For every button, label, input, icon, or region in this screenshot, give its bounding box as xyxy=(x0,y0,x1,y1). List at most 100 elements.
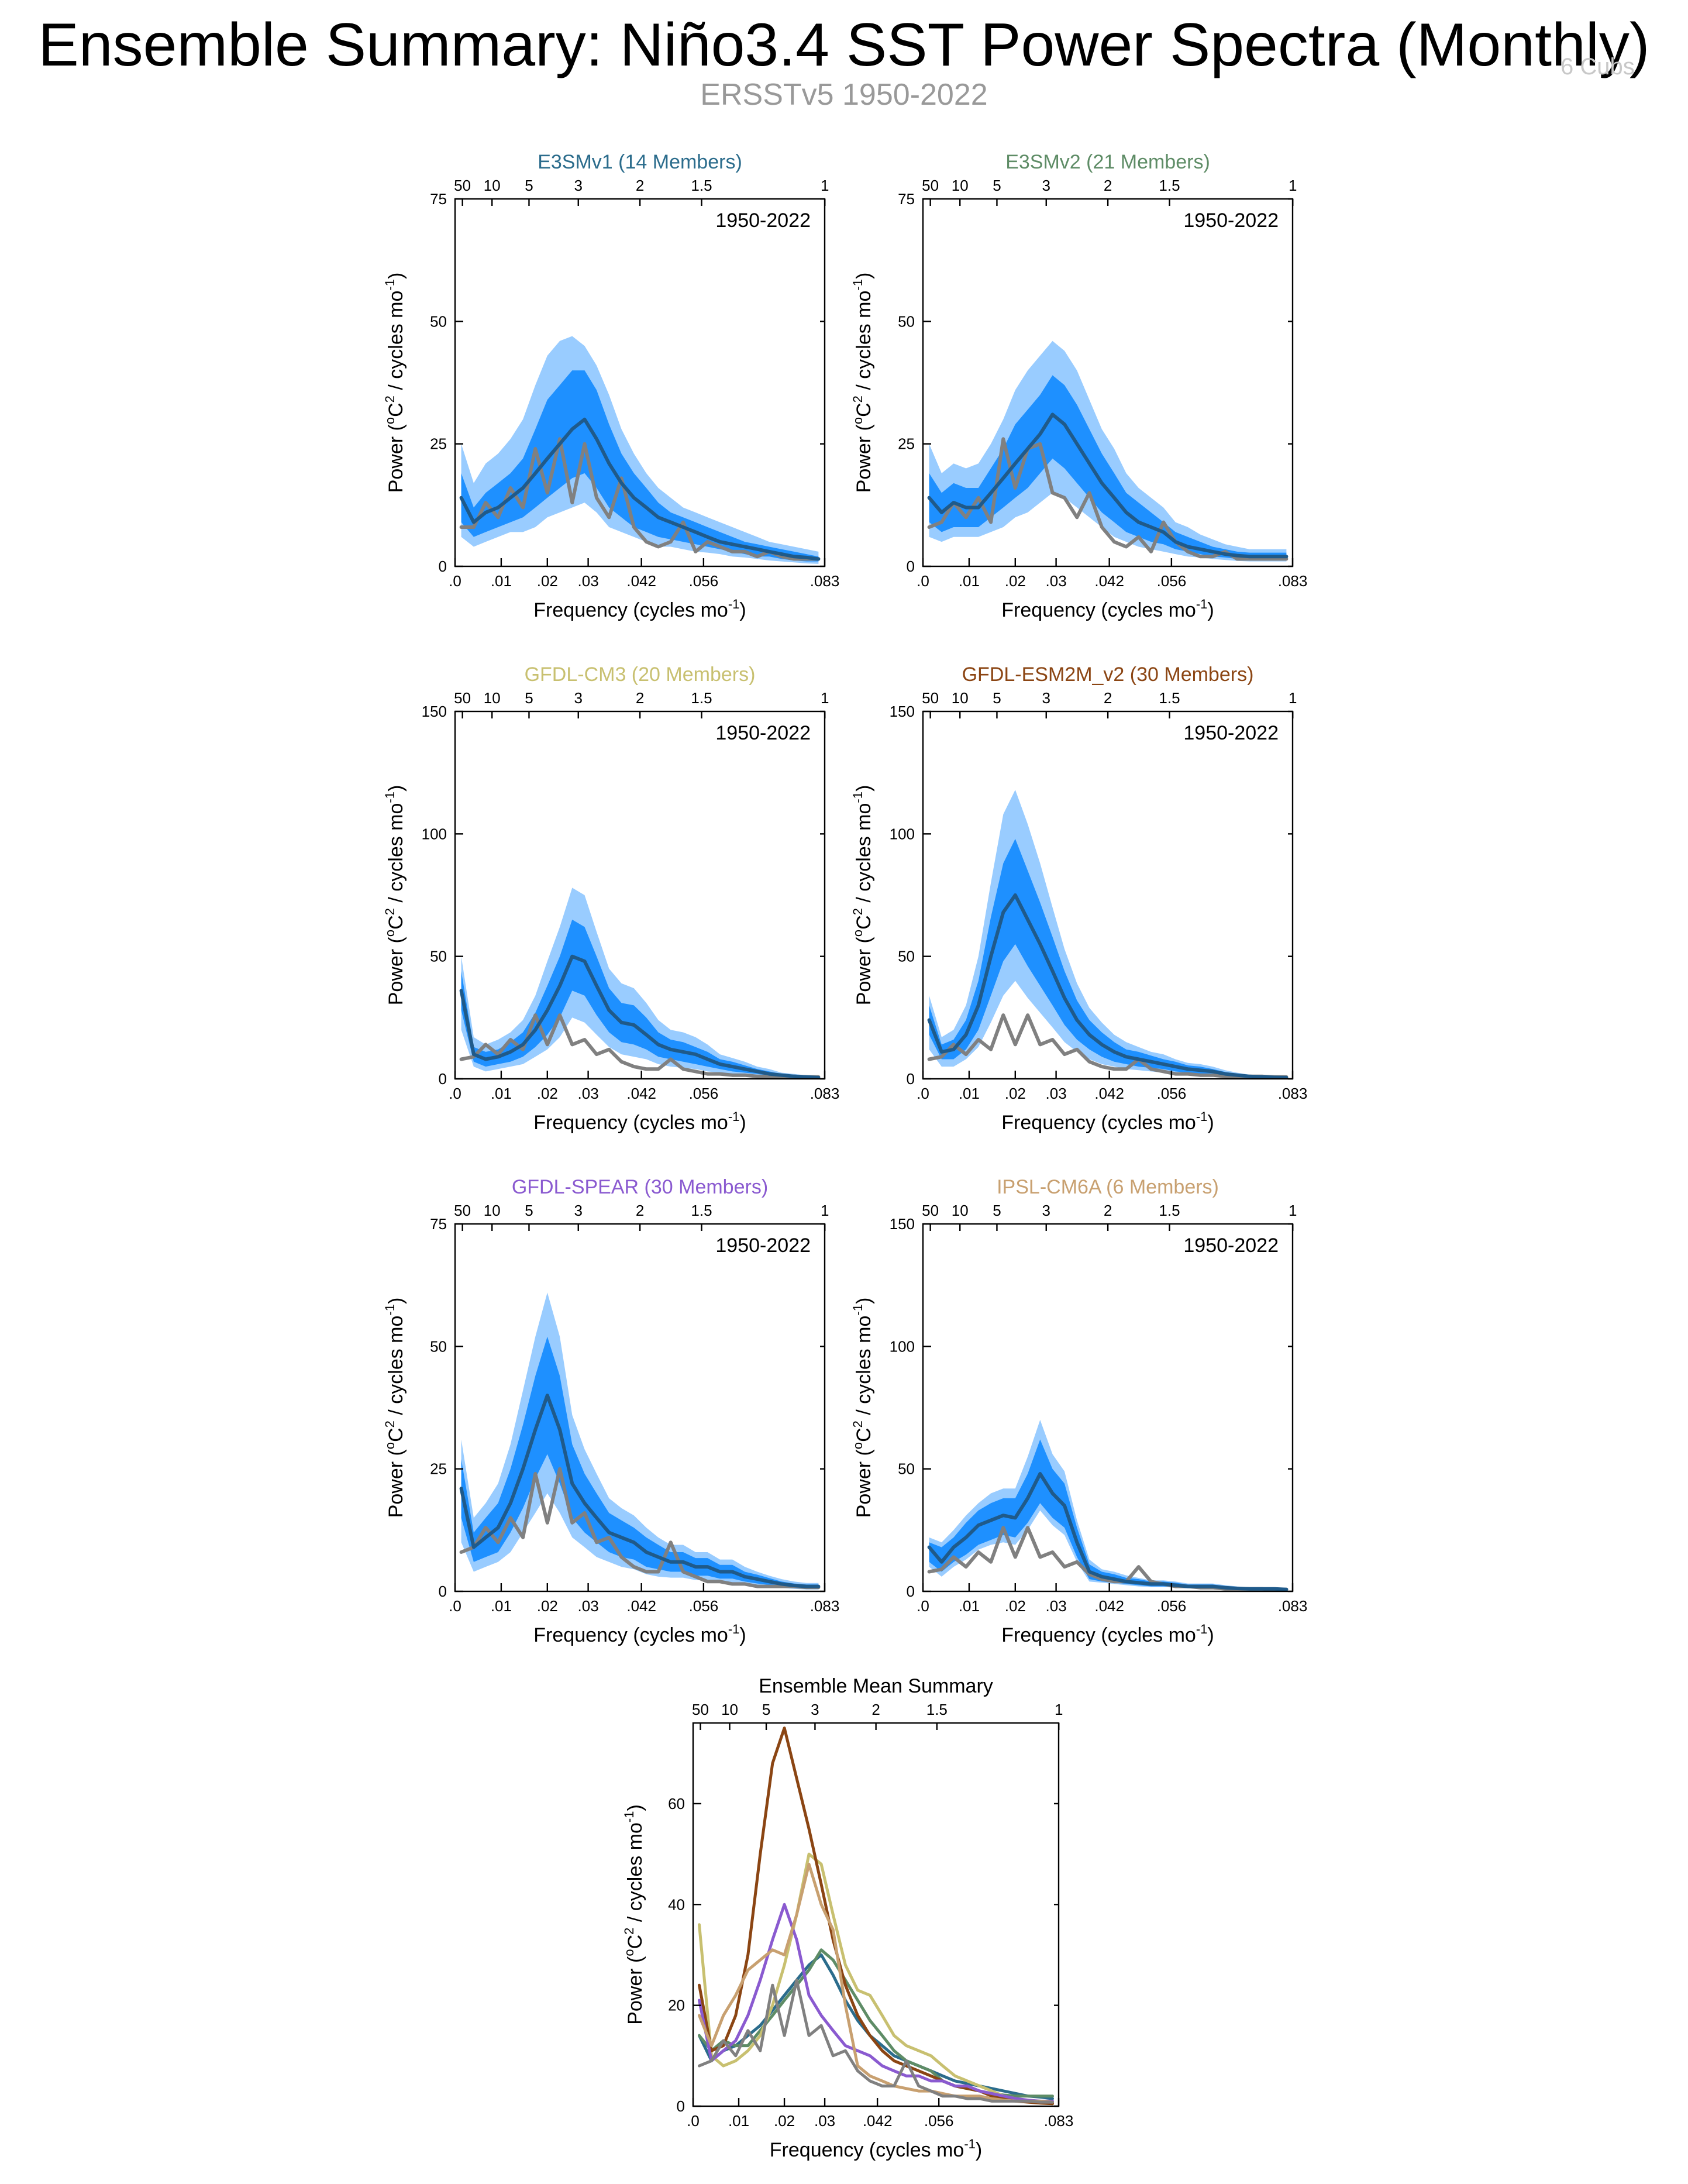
x-tick-label: .056 xyxy=(1157,1597,1187,1615)
y-axis-label-end: ) xyxy=(385,1298,407,1304)
x-axis-label-sup: -1 xyxy=(1196,1109,1208,1124)
x-tick-label: .03 xyxy=(1046,572,1067,590)
y-axis-label: Power (oC2 / cycles mo-1) xyxy=(383,785,407,1006)
panel-title: GFDL-SPEAR (30 Members) xyxy=(512,1176,768,1198)
y-tick-label: 150 xyxy=(422,703,447,720)
x-axis-label-sup: -1 xyxy=(728,597,740,611)
y-tick-label: 50 xyxy=(898,1460,915,1478)
y-tick-label: 0 xyxy=(439,1583,447,1600)
y-axis-label-sup: o xyxy=(850,417,865,424)
period-tick-label: 10 xyxy=(484,689,501,707)
ensemble-mean-line-e3smv1 xyxy=(698,1953,1054,2100)
x-axis-label: Frequency (cycles mo-1) xyxy=(533,597,746,621)
x-tick-label: .02 xyxy=(1005,1085,1026,1102)
y-axis-label-unit: / cycles mo xyxy=(385,1316,407,1421)
period-tick-label: 1.5 xyxy=(1159,177,1180,194)
period-tick-label: 1 xyxy=(821,1202,829,1219)
period-tick-label: 2 xyxy=(1104,1202,1112,1219)
period-tick-label: 3 xyxy=(1042,177,1050,194)
period-tick-label: 5 xyxy=(993,177,1001,194)
y-axis-label-unit: / cycles mo xyxy=(853,291,875,395)
ensemble-mean-line-gfdl-spear xyxy=(698,1903,1054,2103)
x-tick-label: .01 xyxy=(959,572,980,590)
y-axis-label-unit: C xyxy=(853,403,875,417)
ensemble-mean-line-ipsl-cm6a xyxy=(698,1862,1054,2104)
y-tick-label: 0 xyxy=(907,558,915,575)
x-tick-label: .0 xyxy=(687,2112,700,2130)
x-tick-label: .01 xyxy=(959,1597,980,1615)
spread-band-25-75 xyxy=(461,1336,819,1588)
x-tick-label: .0 xyxy=(917,572,929,590)
y-axis-label-sup: 2 xyxy=(850,908,865,915)
period-tick-label: 5 xyxy=(525,1202,533,1219)
x-axis-label-end: ) xyxy=(739,1624,746,1646)
y-tick-label: 75 xyxy=(898,190,915,208)
period-tick-label: 1.5 xyxy=(926,1701,948,1718)
x-tick-label: .0 xyxy=(917,1597,929,1615)
y-axis-label-sup: o xyxy=(383,1442,397,1449)
period-tick-label: 1 xyxy=(821,689,829,707)
period-tick-label: 10 xyxy=(952,689,969,707)
x-tick-label: .083 xyxy=(810,572,840,590)
period-tick-label: 50 xyxy=(454,1202,471,1219)
period-label: 1950-2022 xyxy=(1183,209,1279,232)
y-axis-label-sup: -1 xyxy=(622,1811,636,1823)
y-tick-label: 100 xyxy=(422,825,447,842)
x-tick-label: .056 xyxy=(1157,1085,1187,1102)
y-tick-label: 20 xyxy=(668,1997,685,2014)
x-axis-label: Frequency (cycles mo-1) xyxy=(533,1109,746,1134)
plot-area xyxy=(927,341,1289,562)
plot-area xyxy=(459,888,821,1079)
period-tick-label: 50 xyxy=(454,689,471,707)
y-tick-label: 75 xyxy=(430,1215,447,1233)
panel-title: GFDL-CM3 (20 Members) xyxy=(525,663,756,686)
period-tick-label: 10 xyxy=(484,1202,501,1219)
ensemble-mean-line xyxy=(927,893,1289,1079)
observed-line xyxy=(459,1467,821,1590)
observed-line xyxy=(459,1013,821,1079)
x-axis-label-sup: -1 xyxy=(728,1622,740,1636)
plot-area xyxy=(927,1419,1289,1591)
x-axis-label-end: ) xyxy=(1207,1624,1214,1646)
spread-band-25-75 xyxy=(929,1439,1287,1590)
period-tick-label: 2 xyxy=(636,177,644,194)
period-label: 1950-2022 xyxy=(715,722,811,744)
y-tick-label: 60 xyxy=(668,1795,685,1812)
y-axis-label-sup: -1 xyxy=(383,1304,397,1316)
y-axis-label-sup: o xyxy=(383,930,397,937)
y-axis-label-sup: 2 xyxy=(383,1421,397,1428)
x-tick-label: .042 xyxy=(1094,572,1124,590)
y-axis-label-sup: 2 xyxy=(383,908,397,915)
x-tick-label: .083 xyxy=(1278,572,1308,590)
y-axis-label-sup: o xyxy=(383,417,397,424)
period-tick-label: 1.5 xyxy=(691,1202,712,1219)
period-tick-label: 1.5 xyxy=(691,177,712,194)
period-tick-label: 10 xyxy=(721,1701,738,1718)
period-tick-label: 1.5 xyxy=(691,689,712,707)
period-tick-label: 50 xyxy=(454,177,471,194)
period-tick-label: 50 xyxy=(692,1701,709,1718)
panel-title: IPSL-CM6A (6 Members) xyxy=(997,1176,1219,1198)
panel-title: E3SMv1 (14 Members) xyxy=(538,151,742,173)
figure-subtitle: ERSSTv5 1950-2022 xyxy=(700,78,988,112)
y-tick-label: 40 xyxy=(668,1896,685,1913)
x-axis-label-sup: -1 xyxy=(1196,597,1208,611)
y-axis-label: Power (oC2 / cycles mo-1) xyxy=(850,785,875,1006)
chart-panel-5: 0 25 50 75 .0 .01 .02 .03 .042 .056 .083 50 10 5 3 2 1.5… xyxy=(383,1176,839,1646)
x-tick-label: .056 xyxy=(924,2112,954,2130)
y-tick-label: 50 xyxy=(898,312,915,330)
y-tick-label: 75 xyxy=(430,190,447,208)
figure-corner-label: 6 Cubs xyxy=(1560,54,1635,80)
ensemble-mean-line-ersstv5 xyxy=(698,1979,1054,2104)
y-axis-label-sup: 2 xyxy=(383,395,397,403)
period-label: 1950-2022 xyxy=(1183,722,1279,744)
ensemble-mean-line-e3smv2 xyxy=(698,1948,1054,2098)
y-axis-label-end: ) xyxy=(624,1804,646,1811)
period-tick-label: 10 xyxy=(952,177,969,194)
y-axis-label-unit: / cycles mo xyxy=(853,803,875,908)
x-tick-label: .02 xyxy=(537,572,558,590)
x-tick-label: .02 xyxy=(1005,572,1026,590)
x-tick-label: .03 xyxy=(814,2112,835,2130)
observed-line xyxy=(459,437,821,561)
period-tick-label: 1 xyxy=(1055,1701,1063,1718)
